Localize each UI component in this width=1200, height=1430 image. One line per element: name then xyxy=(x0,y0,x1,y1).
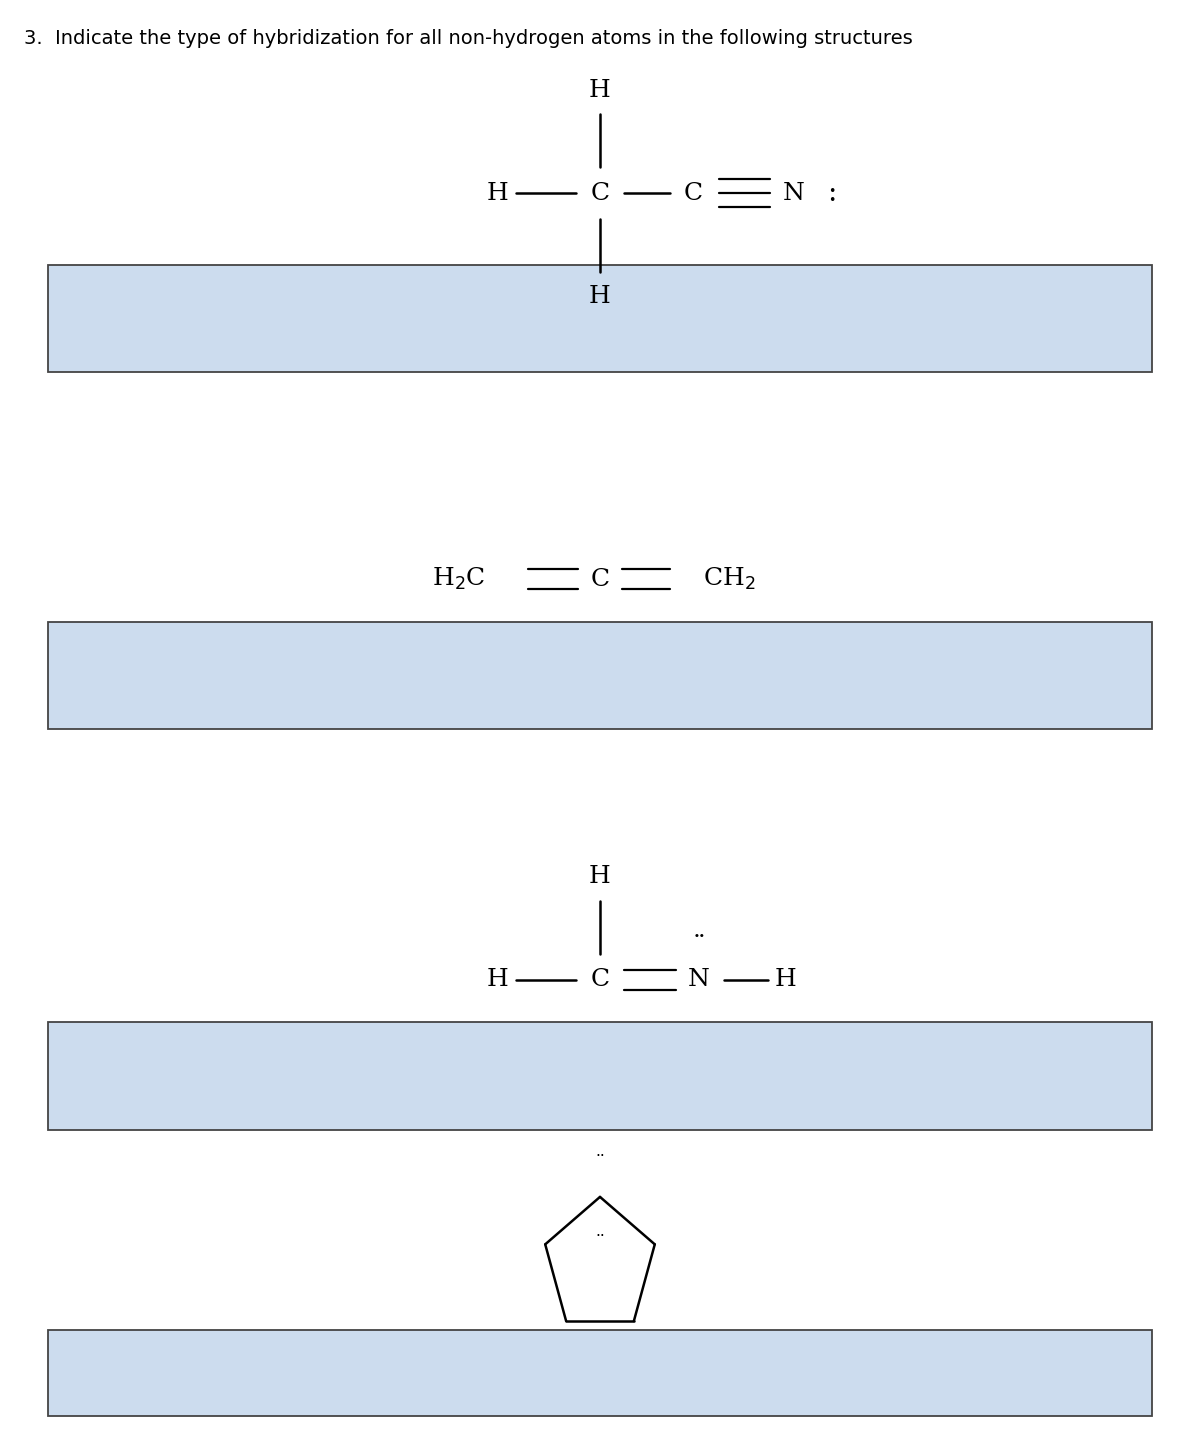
Text: H: H xyxy=(487,968,509,991)
Text: C: C xyxy=(590,568,610,591)
Text: ··: ·· xyxy=(595,1230,605,1244)
Text: :: : xyxy=(827,180,836,206)
Text: H: H xyxy=(589,285,611,307)
Text: H$_2$C: H$_2$C xyxy=(432,566,485,592)
Text: C: C xyxy=(590,182,610,204)
Text: H: H xyxy=(589,865,611,888)
Text: ··: ·· xyxy=(595,1150,605,1164)
Text: ··: ·· xyxy=(694,928,706,945)
Text: 3.  Indicate the type of hybridization for all non-hydrogen atoms in the followi: 3. Indicate the type of hybridization fo… xyxy=(24,29,913,47)
Bar xyxy=(48,622,1152,729)
Bar xyxy=(48,1022,1152,1130)
Text: H: H xyxy=(775,968,797,991)
Text: CH$_2$: CH$_2$ xyxy=(703,566,756,592)
Text: N: N xyxy=(688,968,709,991)
Bar xyxy=(48,1330,1152,1416)
Text: C: C xyxy=(684,182,703,204)
Text: C: C xyxy=(590,968,610,991)
Text: H: H xyxy=(487,182,509,204)
Text: H: H xyxy=(589,79,611,102)
Bar xyxy=(48,265,1152,372)
Text: N: N xyxy=(782,182,804,204)
